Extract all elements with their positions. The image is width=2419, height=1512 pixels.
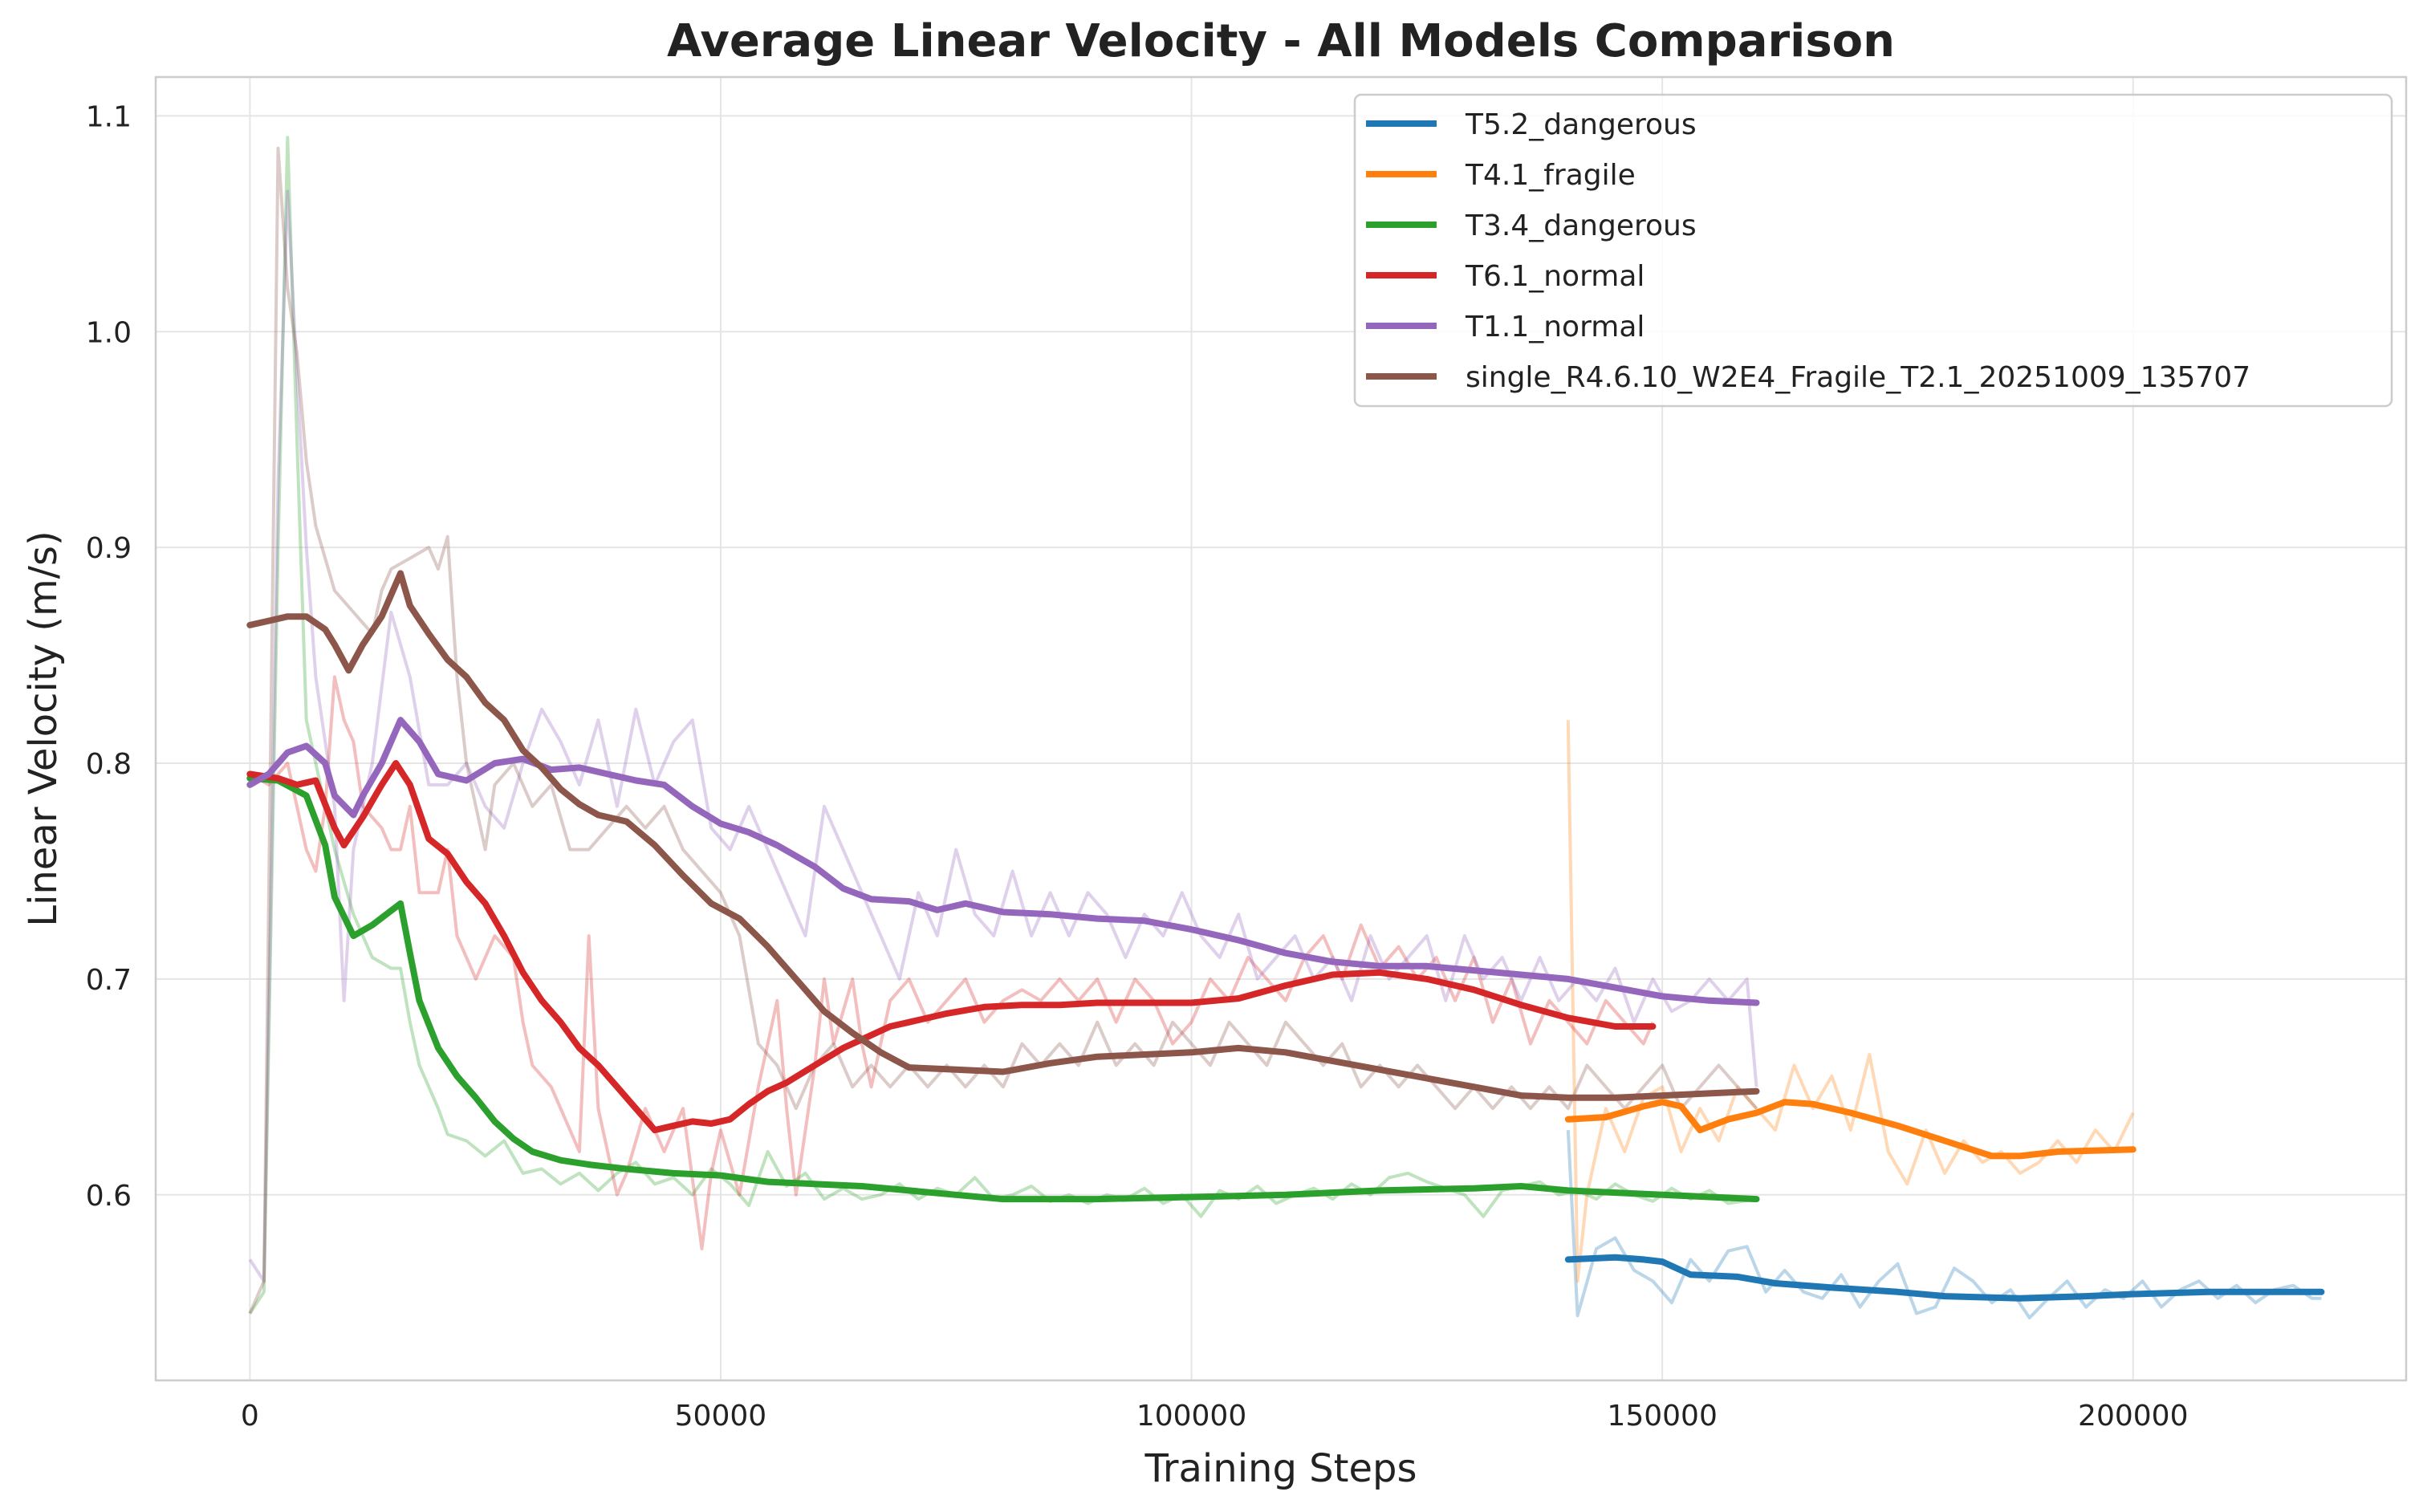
y-tick-label: 0.9 bbox=[86, 532, 132, 565]
series-smoothed-line-2 bbox=[246, 774, 1760, 1203]
series-smoothed-line-4 bbox=[246, 717, 1760, 1006]
legend-label-4: T1.1_normal bbox=[1465, 311, 1645, 343]
y-tick-labels: 0.6 0.7 0.8 0.9 1.0 1.1 bbox=[86, 100, 132, 1212]
series-smoothed-line-0 bbox=[1564, 1254, 2325, 1302]
legend: T5.2_dangerous T4.1_fragile T3.4_dangerous… bbox=[1353, 93, 2393, 408]
smoothed-series-layer bbox=[246, 570, 2325, 1302]
chart-title: Average Linear Velocity - All Models Com… bbox=[667, 15, 1895, 67]
y-tick-label: 1.1 bbox=[86, 100, 132, 133]
x-tick-labels: 0 50000 100000 150000 200000 bbox=[241, 1400, 2189, 1433]
legend-label-1: T4.1_fragile bbox=[1465, 159, 1636, 192]
y-tick-label: 0.8 bbox=[86, 748, 132, 781]
series-smoothed-line-3 bbox=[246, 760, 1657, 1134]
plot-frame bbox=[154, 75, 2408, 1382]
legend-label-5: single_R4.6.10_W2E4_Fragile_T2.1_2025100… bbox=[1466, 361, 2250, 394]
legend-items: T5.2_dangerous T4.1_fragile T3.4_dangerous… bbox=[1366, 108, 2250, 394]
x-tick-label: 0 bbox=[241, 1400, 259, 1433]
series-raw-line-5 bbox=[248, 146, 1758, 1315]
y-axis-label: Linear Velocity (m/s) bbox=[21, 530, 66, 926]
x-tick-label: 50000 bbox=[675, 1400, 767, 1433]
series-smoothed-line-5 bbox=[246, 570, 1760, 1101]
legend-label-3: T6.1_normal bbox=[1465, 260, 1645, 293]
y-tick-label: 0.6 bbox=[86, 1180, 132, 1213]
x-tick-label: 150000 bbox=[1607, 1400, 1717, 1433]
legend-label-0: T5.2_dangerous bbox=[1465, 108, 1697, 141]
y-tick-label: 0.7 bbox=[86, 964, 132, 997]
legend-box bbox=[1353, 93, 2393, 408]
x-tick-label: 100000 bbox=[1136, 1400, 1246, 1433]
legend-label-2: T3.4_dangerous bbox=[1465, 209, 1697, 242]
x-axis-label: Training Steps bbox=[1144, 1446, 1417, 1491]
series-raw-line-0 bbox=[1566, 1129, 2322, 1319]
y-tick-label: 1.0 bbox=[86, 316, 132, 349]
series-raw-line-4 bbox=[248, 189, 1758, 1283]
series-smoothed-line-1 bbox=[1564, 1099, 2136, 1160]
x-tick-label: 200000 bbox=[2078, 1400, 2188, 1433]
